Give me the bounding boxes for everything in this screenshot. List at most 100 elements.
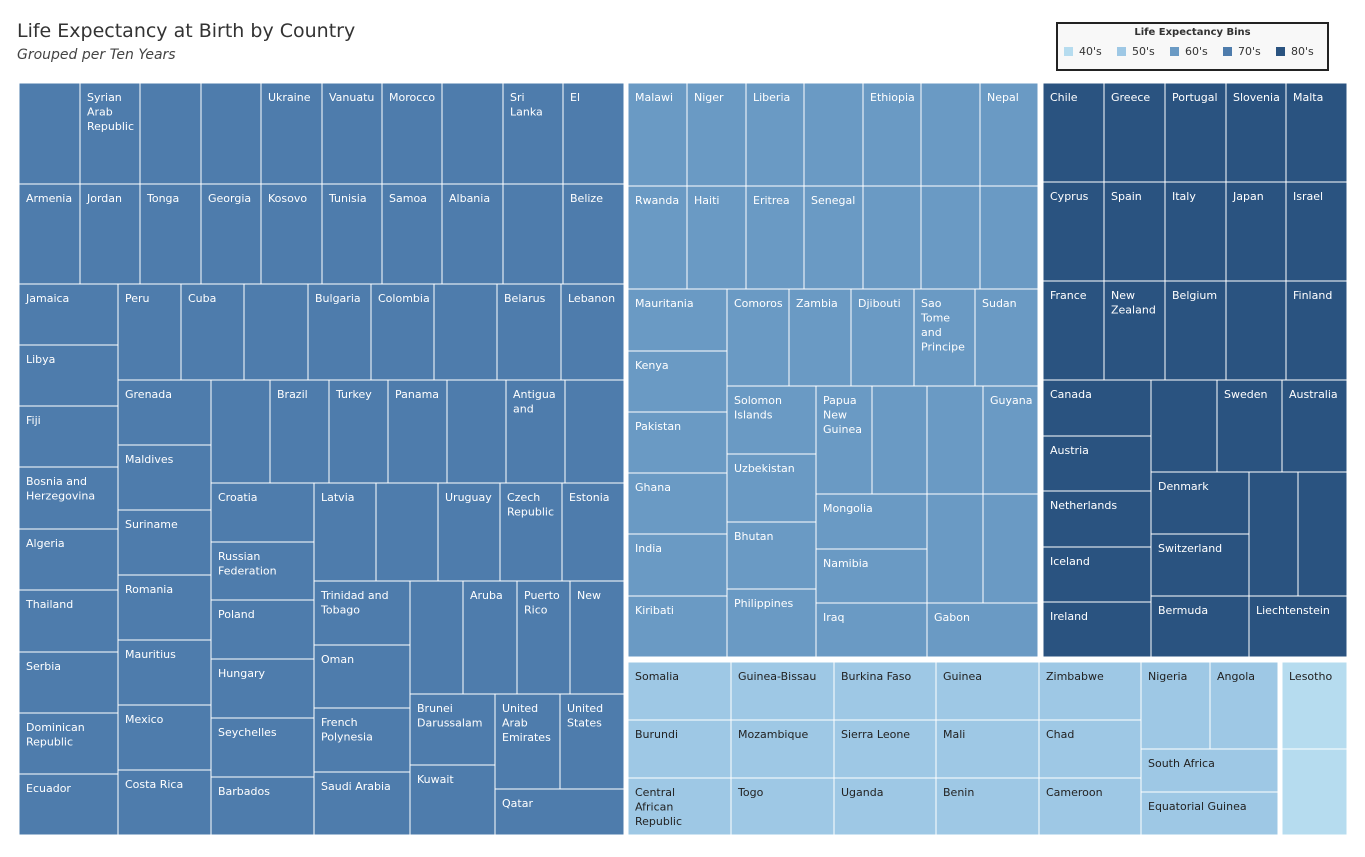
cell-zimbabwe[interactable]	[1038, 661, 1142, 721]
cell-benin[interactable]	[935, 777, 1040, 836]
legend-item-80s[interactable]: 80's	[1276, 45, 1329, 58]
legend-item-70s[interactable]: 70's	[1223, 45, 1276, 58]
cell-unlabeled-58[interactable]	[375, 482, 439, 582]
cell-unlabeled-88[interactable]	[979, 185, 1039, 290]
cell-iraq[interactable]	[815, 602, 928, 658]
cell-united-arab-emirates[interactable]	[494, 693, 561, 790]
cell-seychelles[interactable]	[210, 717, 315, 778]
cell-ecuador[interactable]	[18, 773, 119, 836]
cell-denmark[interactable]	[1150, 471, 1250, 535]
cell-oman[interactable]	[313, 644, 411, 709]
cell-mali[interactable]	[935, 719, 1040, 779]
cell-unlabeled-110[interactable]	[926, 493, 984, 604]
cell-algeria[interactable]	[18, 528, 119, 591]
cell-romania[interactable]	[117, 574, 212, 641]
cell-india[interactable]	[627, 533, 728, 597]
cell-solomon-islands[interactable]	[726, 385, 817, 455]
cell-kosovo[interactable]	[260, 183, 323, 285]
cell-unlabeled-44[interactable]	[210, 379, 271, 484]
cell-greece[interactable]	[1103, 82, 1166, 183]
cell-nigeria[interactable]	[1140, 661, 1211, 750]
cell-dominican-republic[interactable]	[18, 712, 119, 775]
cell-chile[interactable]	[1042, 82, 1105, 183]
cell-unlabeled-80[interactable]	[920, 82, 981, 187]
cell-panama[interactable]	[387, 379, 448, 484]
cell-tonga[interactable]	[139, 183, 202, 285]
cell-brazil[interactable]	[269, 379, 330, 484]
cell-sao-tome-and-principe[interactable]	[913, 288, 976, 387]
legend-item-50s[interactable]: 50's	[1117, 45, 1170, 58]
cell-burundi[interactable]	[627, 719, 732, 779]
cell-unlabeled-18[interactable]	[502, 183, 564, 285]
cell-costa-rica[interactable]	[117, 769, 212, 836]
cell-samoa[interactable]	[381, 183, 443, 285]
cell-thailand[interactable]	[18, 589, 119, 653]
cell-finland[interactable]	[1285, 280, 1348, 381]
cell-poland[interactable]	[210, 599, 315, 660]
cell-antigua-and[interactable]	[505, 379, 566, 484]
cell-mauritius[interactable]	[117, 639, 212, 706]
cell-gabon[interactable]	[926, 602, 1039, 658]
cell-mauritania[interactable]	[627, 288, 728, 352]
cell-syrian-arab-republic[interactable]	[79, 82, 141, 185]
cell-barbados[interactable]	[210, 776, 315, 836]
cell-tunisia[interactable]	[321, 183, 383, 285]
cell-pakistan[interactable]	[627, 411, 728, 474]
cell-sudan[interactable]	[974, 288, 1039, 387]
cell-trinidad-and-tobago[interactable]	[313, 580, 411, 646]
cell-liechtenstein[interactable]	[1248, 595, 1348, 658]
cell-france[interactable]	[1042, 280, 1105, 381]
cell-chad[interactable]	[1038, 719, 1142, 779]
legend-item-60s[interactable]: 60's	[1170, 45, 1223, 58]
cell-australia[interactable]	[1281, 379, 1348, 473]
cell-haiti[interactable]	[686, 185, 747, 290]
cell-liberia[interactable]	[745, 82, 805, 187]
cell-hungary[interactable]	[210, 658, 315, 719]
cell-unlabeled-86[interactable]	[862, 185, 922, 290]
cell-philippines[interactable]	[726, 588, 817, 658]
cell-unlabeled-2[interactable]	[139, 82, 202, 185]
cell-unlabeled-106[interactable]	[926, 385, 984, 495]
cell-unlabeled-127[interactable]	[1225, 280, 1287, 381]
cell-iceland[interactable]	[1042, 546, 1152, 603]
cell-bosnia-and-herzegovina[interactable]	[18, 466, 119, 530]
cell-angola[interactable]	[1209, 661, 1279, 750]
cell-uzbekistan[interactable]	[726, 453, 817, 523]
cell-sierra-leone[interactable]	[833, 719, 937, 779]
cell-guinea-bissau[interactable]	[730, 661, 835, 721]
cell-new-zealand[interactable]	[1103, 280, 1166, 381]
cell-guyana[interactable]	[982, 385, 1039, 495]
cell-japan[interactable]	[1225, 181, 1287, 282]
cell-united-states[interactable]	[559, 693, 625, 790]
cell-canada[interactable]	[1042, 379, 1152, 437]
cell-lesotho[interactable]	[1281, 661, 1348, 750]
cell-lebanon[interactable]	[560, 283, 625, 381]
cell-mozambique[interactable]	[730, 719, 835, 779]
cell-unlabeled-48[interactable]	[446, 379, 507, 484]
cell-guinea[interactable]	[935, 661, 1040, 721]
cell-russian-federation[interactable]	[210, 541, 315, 601]
cell-togo[interactable]	[730, 777, 835, 836]
cell-bermuda[interactable]	[1150, 595, 1250, 658]
cell-ukraine[interactable]	[260, 82, 323, 185]
cell-cyprus[interactable]	[1042, 181, 1105, 282]
legend-item-40s[interactable]: 40's	[1064, 45, 1117, 58]
cell-burkina-faso[interactable]	[833, 661, 937, 721]
cell-estonia[interactable]	[561, 482, 625, 582]
cell-slovenia[interactable]	[1225, 82, 1287, 183]
cell-belgium[interactable]	[1164, 280, 1227, 381]
cell-unlabeled-50[interactable]	[564, 379, 625, 484]
cell-new[interactable]	[569, 580, 625, 695]
cell-turkey[interactable]	[328, 379, 389, 484]
cell-colombia[interactable]	[370, 283, 435, 381]
cell-israel[interactable]	[1285, 181, 1348, 282]
cell-albania[interactable]	[441, 183, 504, 285]
cell-niger[interactable]	[686, 82, 747, 187]
cell-saudi-arabia[interactable]	[313, 771, 411, 836]
cell-nepal[interactable]	[979, 82, 1039, 187]
cell-namibia[interactable]	[815, 548, 928, 604]
cell-unlabeled-3[interactable]	[200, 82, 262, 185]
cell-unlabeled-34[interactable]	[433, 283, 498, 381]
cell-malawi[interactable]	[627, 82, 688, 187]
cell-fiji[interactable]	[18, 405, 119, 468]
